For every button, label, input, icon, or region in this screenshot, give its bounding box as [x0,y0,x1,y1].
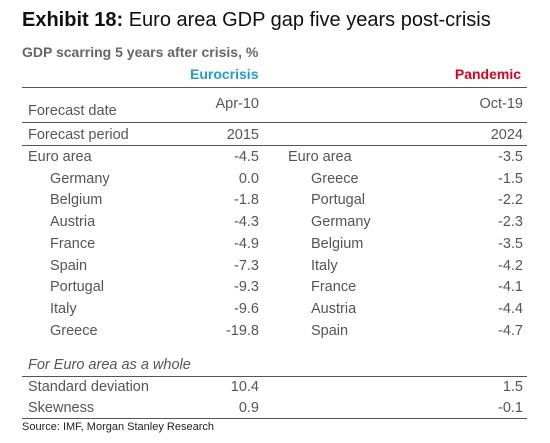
forecast-period-pandemic: 2024 [490,127,523,143]
eurocrisis-value: 0.0 [238,170,259,187]
pandemic-value: -4.2 [498,257,523,274]
pandemic-value: -4.7 [498,322,523,339]
forecast-period-label: Forecast period [28,127,129,143]
eurocrisis-value: -7.3 [234,257,259,274]
skewness-eurocrisis: 0.9 [238,400,259,416]
forecast-date-label: Forecast date [28,103,117,119]
pandemic-country: Spain [311,322,349,339]
rule-forecast-date [22,122,527,123]
exhibit-title-text: Euro area GDP gap five years post-crisis [128,9,491,31]
rule-aggregate [22,376,527,377]
pandemic-value: -4.4 [498,300,523,317]
stdev-label: Standard deviation [28,379,149,395]
eurocrisis-value: -9.6 [234,300,259,317]
exhibit-title: Exhibit 18: Euro area GDP gap five years… [22,9,491,32]
rule-forecast-period [22,145,527,146]
pandemic-country: Euro area [288,149,352,165]
eurocrisis-value: -9.3 [234,279,259,296]
forecast-date-pandemic: Oct-19 [479,96,523,112]
pandemic-value: -1.5 [498,170,523,187]
pandemic-value: -4.1 [498,279,523,296]
pandemic-value: -2.2 [498,192,523,209]
eurocrisis-value: -4.3 [234,214,259,231]
pandemic-country: Belgium [311,235,364,252]
eurocrisis-country: Portugal [50,279,105,296]
skewness-label: Skewness [28,400,95,416]
eurocrisis-country: Belgium [50,192,103,209]
eurocrisis-country: Euro area [28,149,92,165]
rule-bottom [22,418,527,419]
eurocrisis-country: Germany [50,170,110,187]
eurocrisis-country: Italy [50,300,77,317]
forecast-period-eurocrisis: 2015 [226,127,259,143]
table-subtitle: GDP scarring 5 years after crisis, % [22,44,259,60]
rule-top [22,87,527,88]
column-header-eurocrisis: Eurocrisis [190,66,259,82]
eurocrisis-country: Greece [50,322,98,339]
source-note: Source: IMF, Morgan Stanley Research [22,421,214,433]
column-header-pandemic: Pandemic [454,66,521,82]
stdev-eurocrisis: 10.4 [230,379,259,395]
skewness-pandemic: -0.1 [498,400,523,416]
pandemic-country: Austria [311,300,357,317]
exhibit-number: Exhibit 18: [22,9,124,31]
eurocrisis-country: Austria [50,214,96,231]
aggregate-heading: For Euro area as a whole [28,357,191,373]
pandemic-country: Portugal [311,192,366,209]
pandemic-country: France [311,279,357,296]
stdev-pandemic: 1.5 [502,379,523,395]
eurocrisis-value: -4.5 [234,149,259,165]
pandemic-country: Italy [311,257,338,274]
pandemic-country: Germany [311,214,371,231]
pandemic-value: -3.5 [498,235,523,252]
eurocrisis-value: -1.8 [234,192,259,209]
eurocrisis-value: -4.9 [234,235,259,252]
pandemic-value: -3.5 [498,149,523,165]
eurocrisis-country: Spain [50,257,88,274]
pandemic-value: -2.3 [498,214,523,231]
eurocrisis-country: France [50,235,96,252]
pandemic-country: Greece [311,170,359,187]
eurocrisis-value: -19.8 [225,322,259,339]
forecast-date-eurocrisis: Apr-10 [215,96,259,112]
